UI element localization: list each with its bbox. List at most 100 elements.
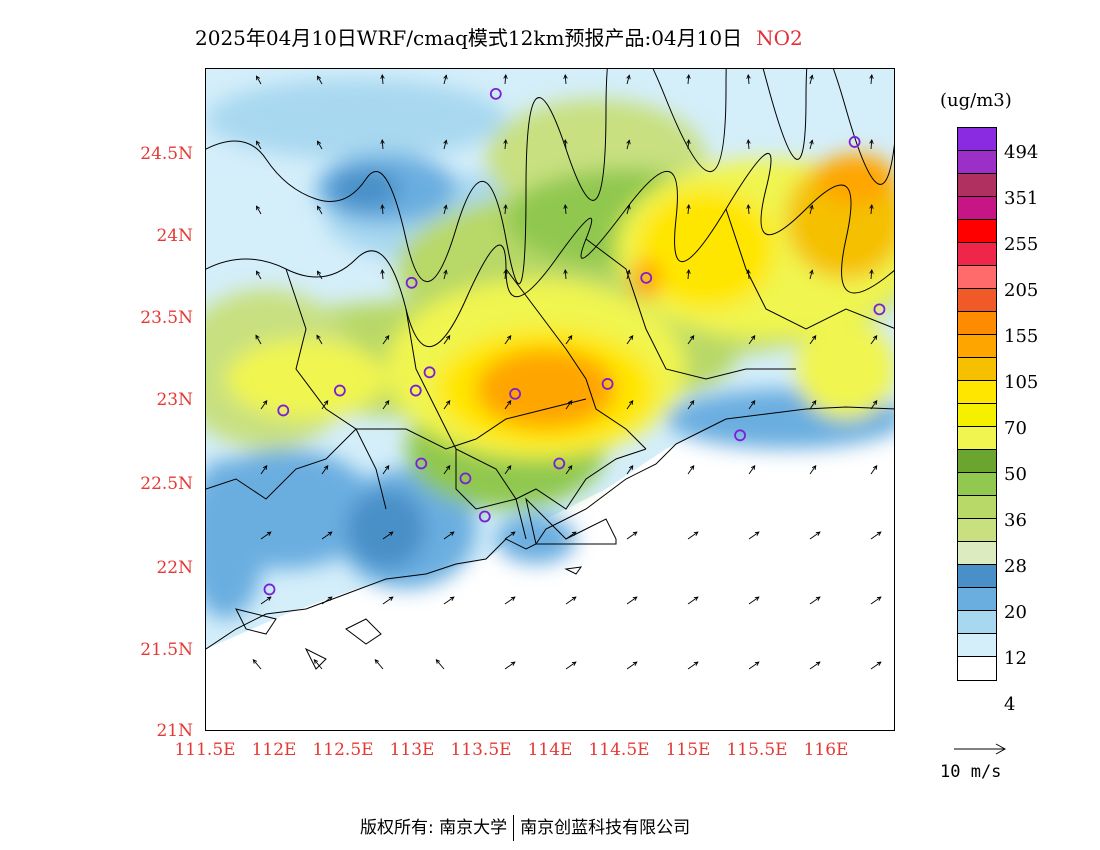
wind-arrow — [626, 204, 631, 215]
wind-arrow — [870, 399, 878, 410]
wind-arrow — [809, 661, 821, 670]
lon-label: 115E — [665, 740, 711, 760]
wind-arrow — [256, 75, 262, 85]
legend-swatch — [958, 220, 996, 243]
station-marker — [263, 583, 276, 596]
lon-label: 112E — [251, 740, 297, 760]
lon-label: 114E — [527, 740, 573, 760]
wind-arrow — [443, 399, 451, 410]
wind-arrow — [748, 596, 760, 605]
station-marker — [489, 87, 502, 100]
wind-arrow — [382, 399, 390, 410]
legend-swatch — [958, 588, 996, 611]
wind-arrow — [317, 270, 323, 280]
lon-label: 115.5E — [726, 740, 788, 760]
wind-arrow — [380, 269, 385, 280]
wind-arrow — [809, 596, 821, 605]
wind-arrow — [321, 399, 329, 410]
wind-arrow — [256, 205, 262, 215]
concentration-field — [206, 69, 894, 649]
wind-arrow — [260, 464, 268, 475]
wind-arrow — [382, 531, 394, 540]
map-panel — [205, 68, 895, 731]
legend-label: 205 — [1004, 280, 1039, 301]
chart-title: 2025年04月10日WRF/cmaq模式12km预报产品:04月10日 NO2 — [195, 22, 803, 51]
title-species: NO2 — [756, 26, 803, 50]
legend-label: 4 — [1004, 694, 1016, 715]
wind-arrow — [870, 531, 882, 540]
legend-swatch — [958, 657, 996, 680]
wind-arrow — [260, 596, 272, 605]
legend-swatch — [958, 266, 996, 289]
wind-arrow — [504, 531, 516, 540]
station-marker — [848, 136, 861, 148]
wind-arrow — [443, 74, 448, 85]
wind-arrow — [686, 204, 691, 215]
wind-arrow — [374, 659, 384, 670]
reference-label: 10 m/s — [940, 762, 1002, 782]
legend-swatch — [958, 174, 996, 197]
lon-label: 114.5E — [588, 740, 650, 760]
wind-arrow — [382, 596, 394, 605]
wind-arrow — [443, 596, 455, 605]
lat-label: 23.5N — [140, 308, 193, 328]
wind-arrow — [260, 531, 272, 540]
wind-arrow — [687, 531, 699, 540]
wind-arrow — [746, 204, 751, 215]
wind-arrow — [746, 269, 751, 280]
legend-swatch — [958, 404, 996, 427]
wind-arrow — [748, 464, 756, 475]
wind-arrow — [563, 74, 568, 85]
lon-label: 113E — [389, 740, 435, 760]
wind-arrow — [687, 334, 695, 345]
wind-arrow — [869, 269, 874, 280]
wind-arrow — [870, 661, 882, 670]
wind-arrow — [313, 659, 323, 670]
wind-arrow — [626, 74, 631, 85]
legend-units: (ug/m3) — [940, 90, 1012, 111]
station-marker — [509, 387, 522, 400]
legend-label: 494 — [1004, 142, 1039, 163]
station-marker — [405, 276, 418, 289]
wind-arrow — [626, 464, 634, 475]
wind-arrow — [321, 596, 333, 605]
wind-arrow — [869, 139, 874, 150]
wind-arrow — [809, 204, 814, 215]
legend-swatch — [958, 473, 996, 496]
wind-arrow — [565, 464, 573, 475]
wind-arrow — [809, 74, 814, 85]
station-marker — [601, 378, 614, 390]
wind-arrow — [565, 334, 573, 345]
wind-arrow — [565, 531, 577, 540]
station-marker — [734, 429, 746, 442]
wind-arrow — [443, 464, 451, 475]
legend-label: 105 — [1004, 372, 1039, 393]
wind-arrow — [686, 139, 691, 150]
wind-arrow — [317, 140, 323, 150]
lat-label: 22N — [156, 558, 193, 578]
wind-arrow — [443, 139, 448, 150]
wind-arrow — [443, 334, 451, 345]
wind-arrow — [869, 204, 874, 215]
lat-label: 21N — [156, 721, 193, 741]
legend-label: 12 — [1004, 648, 1027, 669]
legend-label: 36 — [1004, 510, 1027, 531]
legend-swatch — [958, 611, 996, 634]
legend-swatch — [958, 128, 996, 151]
station-marker — [553, 457, 566, 470]
legend-swatch — [958, 427, 996, 450]
wind-arrow — [870, 464, 878, 475]
wind-arrow — [686, 269, 691, 280]
wind-arrow — [748, 661, 760, 670]
wind-arrow — [380, 74, 385, 85]
wind-arrow — [626, 334, 634, 345]
wind-arrow — [255, 334, 262, 345]
legend-label: 50 — [1004, 464, 1027, 485]
legend-swatch — [958, 243, 996, 266]
lat-label: 24.5N — [140, 144, 193, 164]
wind-arrow — [504, 399, 512, 410]
station-marker — [277, 404, 290, 417]
station-marker — [333, 384, 346, 397]
wind-arrow — [563, 269, 568, 280]
wind-arrow — [687, 399, 695, 410]
